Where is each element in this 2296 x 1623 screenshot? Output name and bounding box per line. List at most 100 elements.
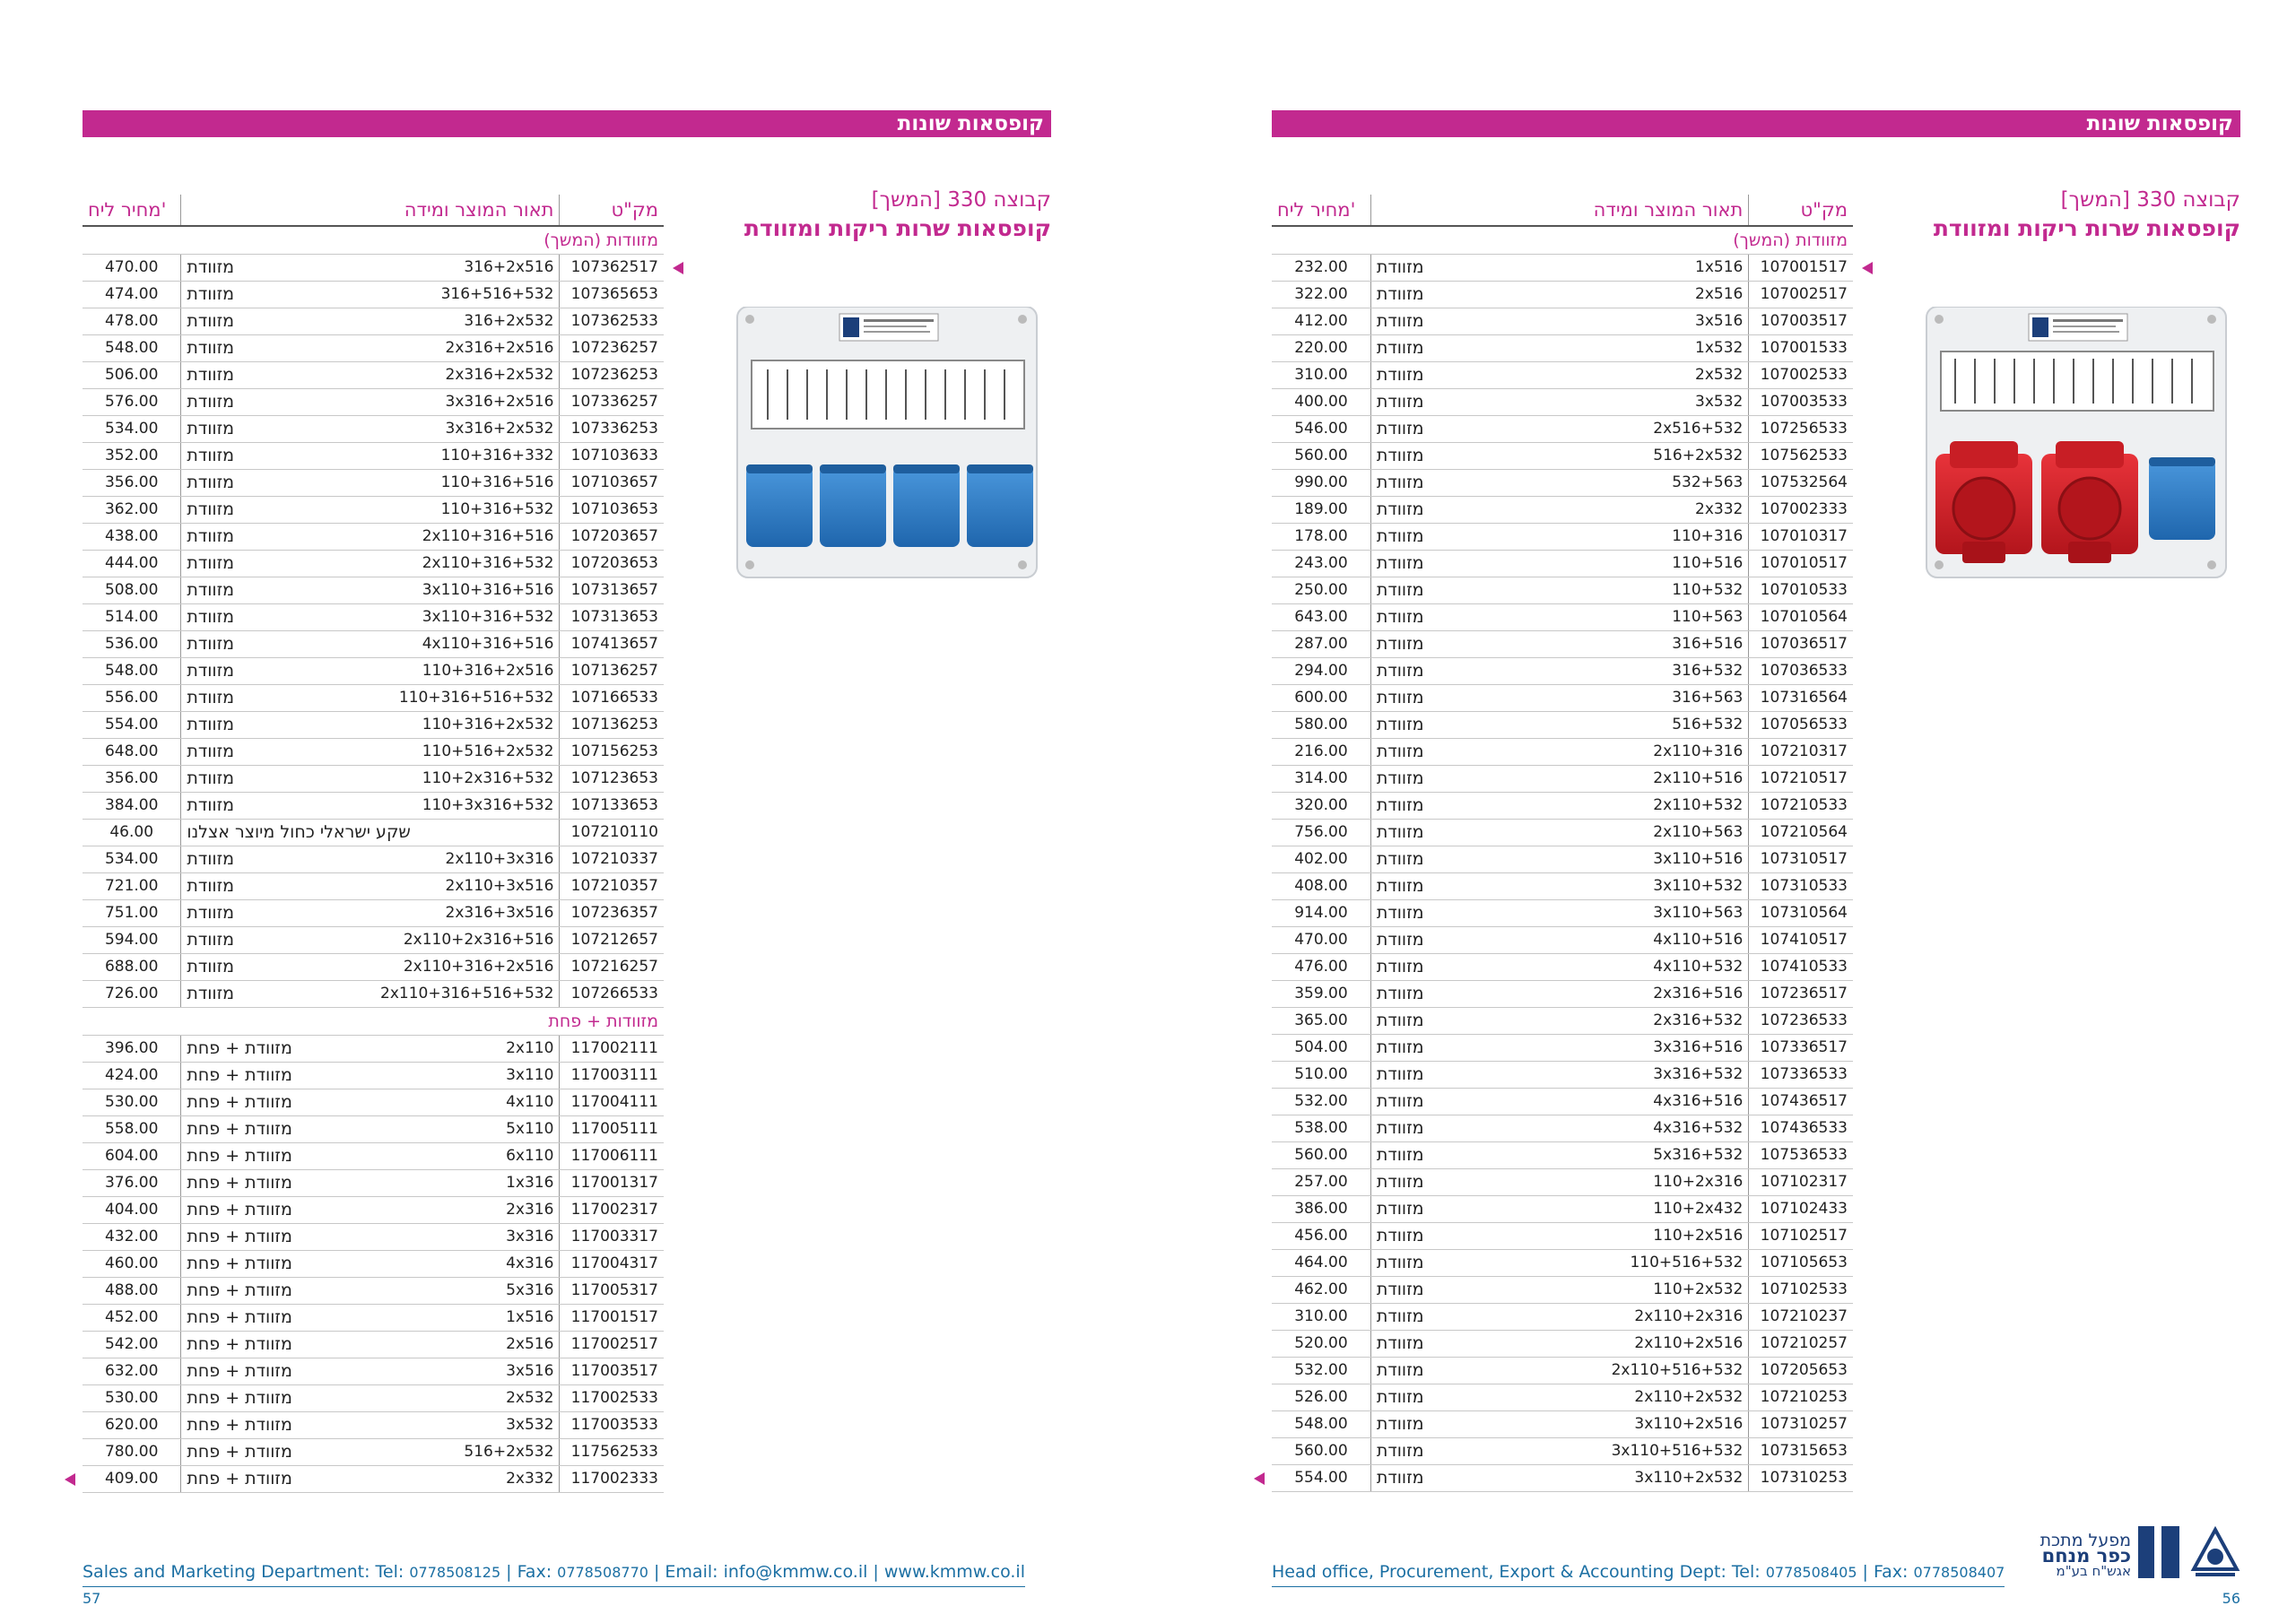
code-cell: 107133653 bbox=[559, 792, 664, 820]
type-text: מזוודת bbox=[1376, 1333, 1424, 1353]
price-cell: 560.00 bbox=[1272, 442, 1371, 470]
size-text: 2x110+2x532 bbox=[1634, 1388, 1744, 1406]
desc-cell: 2x110+2x532 מזוודת bbox=[1370, 1384, 1749, 1411]
price-cell: 488.00 bbox=[83, 1277, 181, 1305]
price-cell: 548.00 bbox=[1272, 1410, 1371, 1438]
table-row: 756.00 2x110+563 מזוודת 107210564 bbox=[1272, 819, 1853, 846]
code-cell: 107210253 bbox=[1748, 1384, 1853, 1411]
type-text: מזוודת bbox=[1376, 742, 1424, 761]
price-cell: 520.00 bbox=[1272, 1330, 1371, 1358]
subheader-continued: מזוודות (המשך) bbox=[83, 226, 664, 255]
desc-cell: 2x110+2x516 מזוודת bbox=[1370, 1330, 1749, 1358]
size-text: 110+316+332 bbox=[440, 447, 554, 464]
code-cell: 107001517 bbox=[1748, 254, 1874, 282]
type-text: מזוודת + פחת bbox=[187, 1200, 292, 1219]
code-cell: 107562533 bbox=[1748, 442, 1853, 470]
size-text: 110+516+532 bbox=[1630, 1254, 1744, 1271]
type-text: מזוודת bbox=[187, 715, 235, 734]
table-row: 314.00 2x110+516 מזוודת 107210517 bbox=[1272, 765, 1853, 793]
type-text: מזוודת + פחת bbox=[187, 1254, 292, 1273]
code-cell: 107010564 bbox=[1748, 603, 1853, 631]
code-cell: 107210533 bbox=[1748, 792, 1853, 820]
price-cell: 620.00 bbox=[83, 1411, 181, 1439]
size-text: 4x316 bbox=[506, 1254, 554, 1272]
price-cell: 576.00 bbox=[83, 388, 181, 416]
price-cell: 464.00 bbox=[1272, 1249, 1371, 1277]
code-cell: 107266533 bbox=[559, 980, 664, 1008]
price-cell: 542.00 bbox=[83, 1331, 181, 1358]
desc-cell: 316+2x532 מזוודת bbox=[180, 308, 560, 335]
type-text: מזוודת bbox=[187, 257, 235, 277]
desc-cell: 2x516 מזוודת + פחת bbox=[180, 1331, 560, 1358]
table-row: 376.00 1x316 מזוודת + פחת 117001317 bbox=[83, 1169, 664, 1197]
size-text: 5x316+532 bbox=[1653, 1146, 1744, 1164]
logo-line2: כפר מנחם bbox=[2041, 1545, 2131, 1567]
table-row: 530.00 4x110 מזוודת + פחת 117004111 bbox=[83, 1089, 664, 1116]
type-text: מזוודת + פחת bbox=[187, 1119, 292, 1139]
price-cell: 396.00 bbox=[83, 1035, 181, 1063]
desc-cell: 2x532 מזוודת bbox=[1370, 361, 1749, 389]
desc-cell: 3x316+532 מזוודת bbox=[1370, 1061, 1749, 1089]
desc-cell: 110+316+332 מזוודת bbox=[180, 442, 560, 470]
table-row: 402.00 3x110+516 מזוודת 107310517 bbox=[1272, 846, 1853, 873]
desc-cell: 2x332 מזוודת bbox=[1370, 496, 1749, 524]
code-cell: 107310564 bbox=[1748, 899, 1853, 927]
table-row: 462.00 110+2x532 מזוודת 107102533 bbox=[1272, 1276, 1853, 1304]
size-text: 2x316+532 bbox=[1653, 1011, 1744, 1029]
type-text: מזוודת bbox=[1376, 257, 1424, 277]
group-title: קבוצה 330 [המשך] bbox=[871, 188, 1051, 212]
footer-contact: | Email: info@kmmw.co.il | www.kmmw.co.i… bbox=[648, 1562, 1025, 1582]
code-cell: 107002533 bbox=[1748, 361, 1853, 389]
desc-cell: 2x316+532 מזוודת bbox=[1370, 1007, 1749, 1035]
price-cell: 560.00 bbox=[1272, 1141, 1371, 1169]
code-cell: 117003533 bbox=[559, 1411, 664, 1439]
code-cell: 107212657 bbox=[559, 926, 664, 954]
size-text: 2x316+2x516 bbox=[445, 339, 554, 357]
type-text: מזוודת bbox=[187, 365, 235, 385]
code-cell: 107136257 bbox=[559, 657, 664, 685]
table-row: 532.00 2x110+516+532 מזוודת 107205653 bbox=[1272, 1357, 1853, 1384]
table-row: 514.00 3x110+316+532 מזוודת 107313653 bbox=[83, 603, 664, 631]
size-text: 5x110 bbox=[506, 1120, 554, 1138]
size-text: 316+516 bbox=[1672, 635, 1744, 653]
price-cell: 322.00 bbox=[1272, 281, 1371, 308]
group-heading: קבוצה 330 [המשך] קופסאות שרות ריקות ומזו… bbox=[1922, 187, 2240, 244]
type-text: מזוודת bbox=[187, 903, 235, 923]
type-text: מזוודת bbox=[1376, 1064, 1424, 1084]
price-cell: 310.00 bbox=[1272, 361, 1371, 389]
desc-cell: 4x316+516 מזוודת bbox=[1370, 1088, 1749, 1115]
type-text: מזוודת bbox=[1376, 1226, 1424, 1245]
desc-cell: 4x110+532 מזוודת bbox=[1370, 953, 1749, 981]
table-row: 506.00 2x316+2x532 מזוודת 107236253 bbox=[83, 361, 664, 389]
size-text: 110+2x432 bbox=[1653, 1200, 1744, 1218]
code-cell: 107236253 bbox=[559, 361, 664, 389]
code-cell: 107310257 bbox=[1748, 1410, 1853, 1438]
logo-mark-icon bbox=[2138, 1526, 2179, 1578]
header-code: מק"ט bbox=[559, 195, 664, 227]
type-text: מזוודת bbox=[1376, 768, 1424, 788]
price-cell: 990.00 bbox=[1272, 469, 1371, 497]
code-cell: 107362517 bbox=[559, 254, 684, 282]
size-text: 3x532 bbox=[506, 1416, 554, 1434]
code-cell: 107102433 bbox=[1748, 1195, 1853, 1223]
type-text: מזוודת bbox=[1376, 1172, 1424, 1192]
table-row: 632.00 3x516 מזוודת + פחת 117003517 bbox=[83, 1358, 664, 1385]
type-text: מזוודת bbox=[1376, 634, 1424, 654]
price-cell: 648.00 bbox=[83, 738, 181, 766]
price-cell: 600.00 bbox=[1272, 684, 1371, 712]
price-cell: 514.00 bbox=[83, 603, 181, 631]
table-row: 560.00 516+2x532 מזוודת 107562533 bbox=[1272, 442, 1853, 470]
table-row: 404.00 2x316 מזוודת + פחת 117002317 bbox=[83, 1196, 664, 1224]
type-text: מזוודת bbox=[1376, 1037, 1424, 1057]
table-row: 538.00 4x316+532 מזוודת 107436533 bbox=[1272, 1115, 1853, 1142]
desc-cell: 3x110+316+532 מזוודת bbox=[180, 603, 560, 631]
price-cell: 554.00 bbox=[1253, 1464, 1371, 1492]
price-cell: 756.00 bbox=[1272, 819, 1371, 846]
type-text: מזוודת bbox=[1376, 1360, 1424, 1380]
type-text: מזוודת + פחת bbox=[187, 1334, 292, 1354]
type-text: מזוודת bbox=[187, 795, 235, 815]
type-text: מזוודת bbox=[1376, 419, 1424, 438]
size-text: 110+316+532 bbox=[440, 500, 554, 518]
type-text: מזוודת bbox=[1376, 607, 1424, 627]
header-code: מק"ט bbox=[1748, 195, 1853, 227]
